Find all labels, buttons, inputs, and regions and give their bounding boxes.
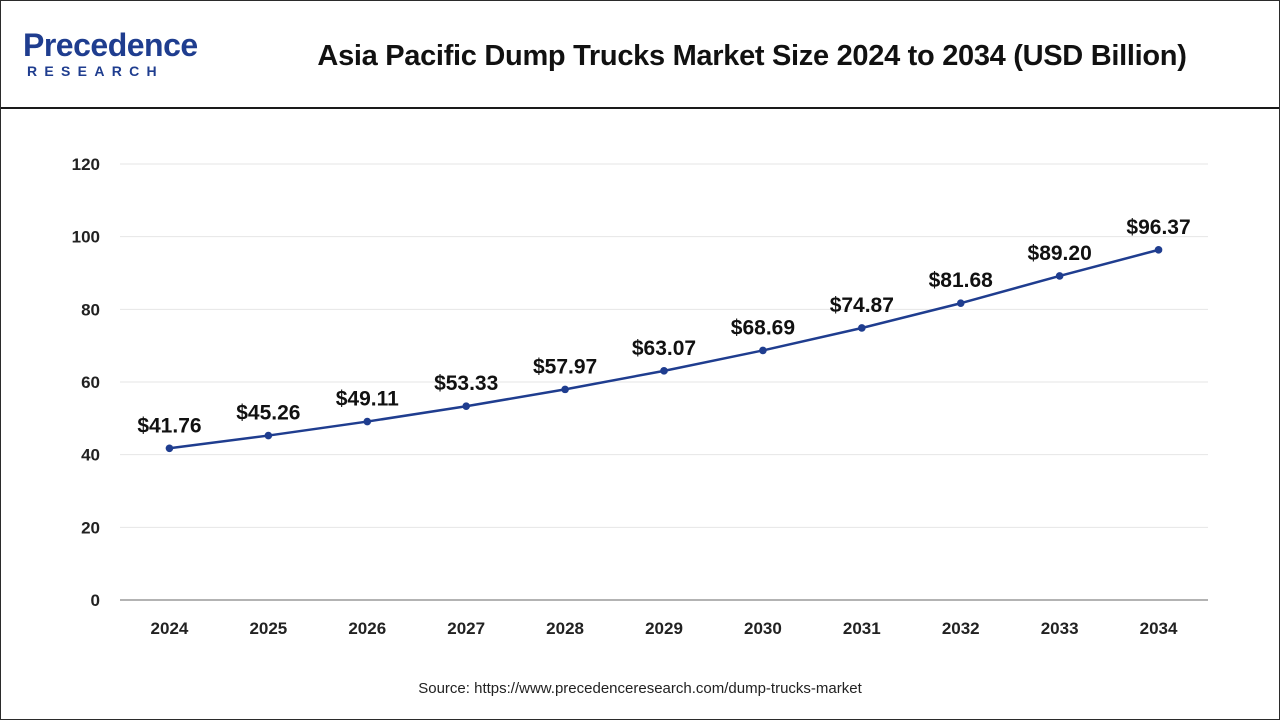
data-label: $49.11 <box>336 388 399 411</box>
data-point <box>165 444 174 453</box>
brand-logo: Precedence RESEARCH <box>23 27 213 85</box>
data-label: $53.33 <box>434 372 498 395</box>
x-tick-label: 2031 <box>843 619 881 638</box>
x-tick-label: 2025 <box>249 619 287 638</box>
data-point <box>264 431 273 440</box>
y-tick-label: 80 <box>81 300 100 319</box>
chart-title: Asia Pacific Dump Trucks Market Size 202… <box>317 40 1187 72</box>
data-point <box>462 402 470 411</box>
x-tick-label: 2028 <box>546 619 584 638</box>
x-tick-label: 2030 <box>744 619 782 638</box>
x-tick-label: 2032 <box>942 619 980 638</box>
source-label: Source: <box>418 680 470 697</box>
data-label: $45.26 <box>236 402 300 425</box>
data-point <box>561 385 569 394</box>
data-label: $41.76 <box>137 414 201 437</box>
data-label: $68.69 <box>731 316 795 339</box>
logo-wordmark: Precedence <box>23 27 198 63</box>
data-point <box>858 324 866 332</box>
y-tick-label: 100 <box>72 228 100 247</box>
x-tick-label: 2026 <box>348 619 386 638</box>
data-point <box>759 346 767 355</box>
x-tick-label: 2033 <box>1041 619 1079 638</box>
data-labels: $41.76 $45.26 $49.11 $53.33 $57.97 $63.07 $68.… <box>137 216 1190 437</box>
y-tick-label: 120 <box>72 155 100 174</box>
source-link[interactable]: https://www.precedenceresearch.com/dump-… <box>474 680 862 697</box>
y-tick-label: 60 <box>81 373 100 392</box>
x-axis-ticks: 2024 2025 2026 2027 2028 2029 2030 2031 2032 2033… <box>151 619 1178 638</box>
y-tick-label: 20 <box>81 518 100 537</box>
data-point <box>660 367 668 375</box>
logo-tagline: RESEARCH <box>27 63 164 79</box>
x-tick-label: 2024 <box>151 619 189 638</box>
x-tick-label: 2034 <box>1140 619 1178 638</box>
data-point <box>1055 272 1064 280</box>
data-point <box>363 417 372 426</box>
data-label: $63.07 <box>632 337 696 360</box>
y-tick-label: 40 <box>81 446 100 465</box>
header: Precedence RESEARCH Asia Pacific Dump Tr… <box>1 1 1279 109</box>
line-chart: 0 20 40 60 80 100 120 2024 2025 2026 2027 2028 2029… <box>72 155 1208 638</box>
data-point <box>956 299 965 308</box>
gridlines <box>120 163 1208 528</box>
y-axis-ticks: 0 20 40 60 80 100 120 <box>72 155 100 610</box>
x-tick-label: 2027 <box>447 619 485 638</box>
data-label: $74.87 <box>830 294 894 317</box>
y-tick-label: 0 <box>91 591 100 610</box>
x-tick-label: 2029 <box>645 619 683 638</box>
data-points <box>165 246 1163 453</box>
data-point <box>1154 246 1163 254</box>
data-label: $57.97 <box>533 355 597 378</box>
data-label: $89.20 <box>1028 242 1092 265</box>
data-label: $81.68 <box>929 269 994 292</box>
data-label: $96.37 <box>1126 216 1190 239</box>
source-note: Source: https://www.precedenceresearch.c… <box>0 680 1280 697</box>
